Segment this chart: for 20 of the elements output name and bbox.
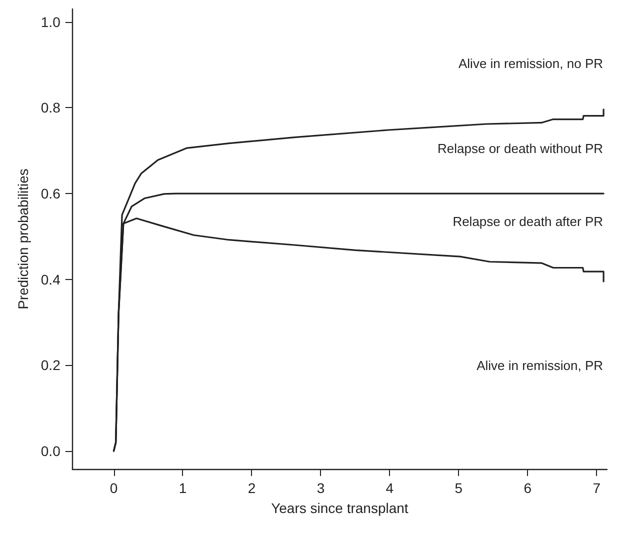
- x-tick-label: 3: [316, 480, 325, 496]
- annotation: Relapse or death after PR: [452, 214, 604, 229]
- x-tick-label: 6: [524, 480, 532, 496]
- y-tick-label: 0.8: [40, 100, 61, 116]
- x-tick-label: 7: [592, 480, 601, 496]
- x-tick-label: 4: [386, 480, 394, 496]
- y-tick-label: 0.4: [40, 271, 61, 288]
- x-tick-label: 1: [178, 480, 187, 496]
- annotation: Alive in remission, no PR: [458, 56, 603, 71]
- annotation: Alive in remission, PR: [476, 358, 604, 373]
- x-tick-label: 5: [454, 480, 463, 496]
- annotation: Relapse or death without PR: [438, 141, 603, 156]
- y-axis-title: Prediction probabilities: [15, 168, 31, 310]
- x-tick-label: 0: [110, 480, 118, 496]
- y-tick-label: 0.2: [40, 357, 61, 374]
- y-tick-label: 0.6: [40, 186, 61, 202]
- y-tick-label: 1.0: [40, 14, 61, 30]
- x-axis-title: Years since transplant: [271, 500, 408, 516]
- x-tick-label: 2: [248, 480, 256, 496]
- y-tick-label: 0.0: [40, 442, 61, 459]
